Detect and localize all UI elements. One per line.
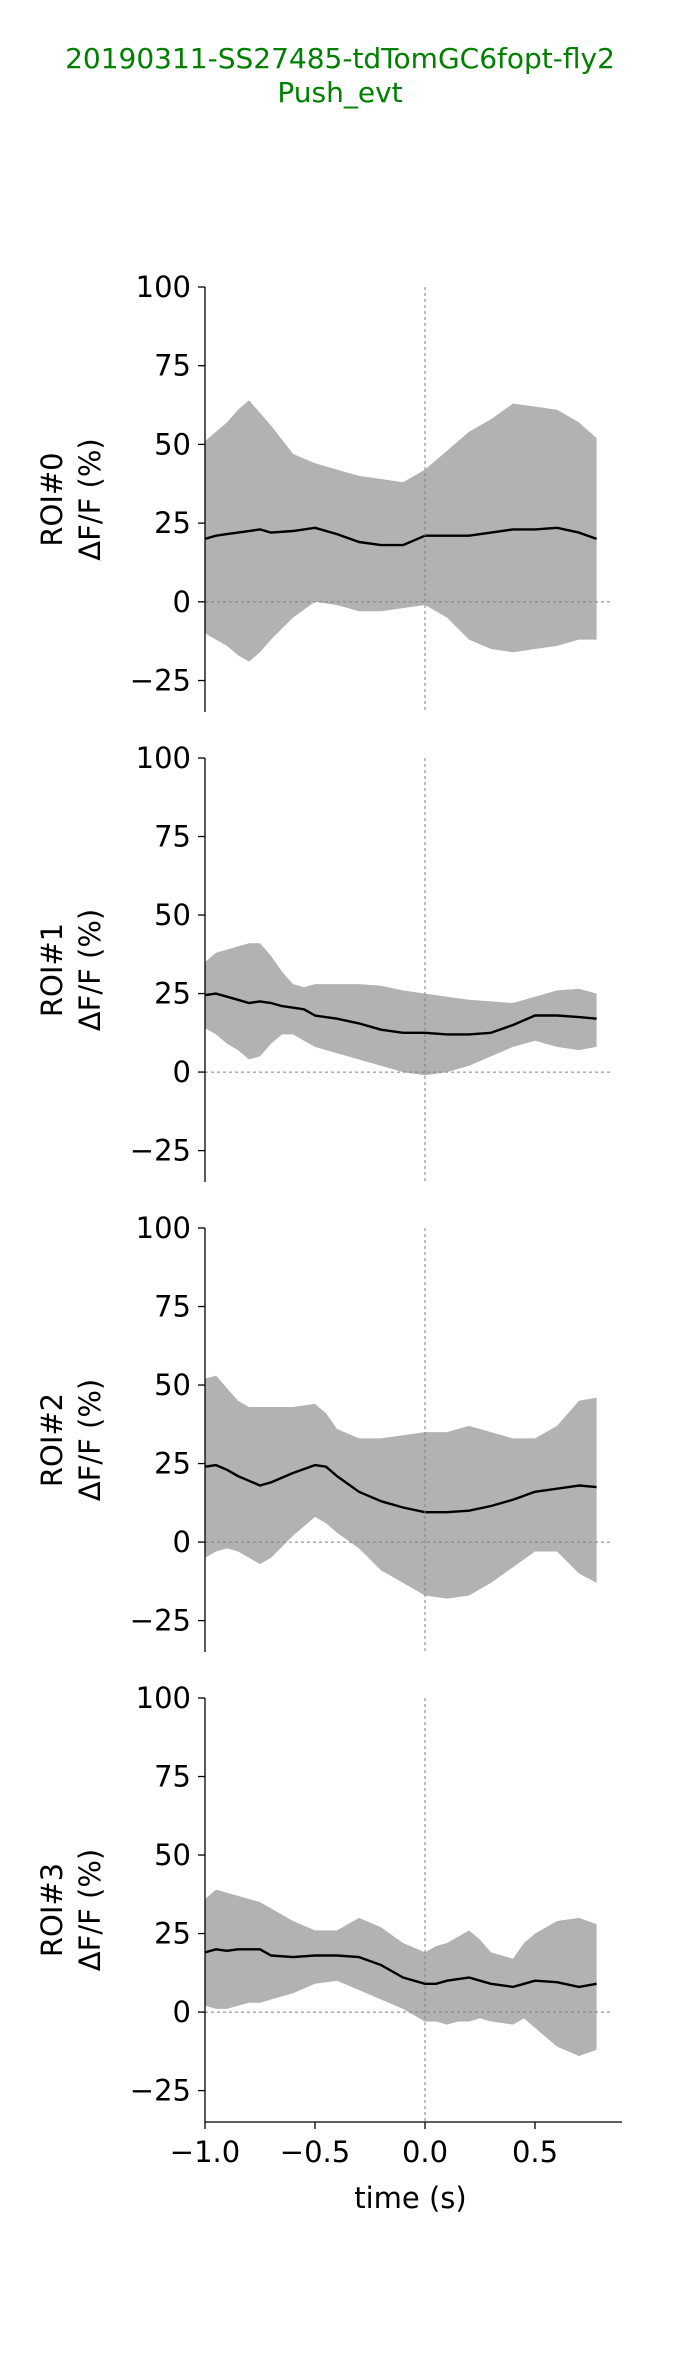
- y-axis-label-line: ΔF/F (%): [73, 909, 107, 1031]
- y-tick-label: −25: [130, 664, 191, 698]
- mean-trace: [204, 992, 597, 1036]
- y-axis-label-line: ROI#3: [35, 1863, 69, 1957]
- y-tick-label: 50: [154, 1368, 191, 1402]
- roi-panel-1: −25 0 25 50 75 100 ROI#1 ΔF/F (%): [35, 741, 612, 1182]
- y-tick-label: 75: [154, 820, 191, 854]
- y-axis-label-line: ROI#2: [35, 1393, 69, 1487]
- y-tick-label: 0: [173, 1525, 191, 1559]
- y-tick-label: −25: [130, 1134, 191, 1168]
- y-axis-label-line: ΔF/F (%): [73, 1849, 107, 1971]
- y-tick-label: 75: [154, 349, 191, 383]
- x-axis-label: time (s): [354, 2181, 466, 2215]
- sem-band: [205, 943, 597, 1076]
- y-tick-label: −25: [130, 2074, 191, 2108]
- y-axis-label: ROI#1 ΔF/F (%): [35, 909, 107, 1031]
- y-tick-label: 75: [154, 1290, 191, 1324]
- x-tick-label: 0.0: [402, 2135, 448, 2169]
- y-tick-label: 25: [154, 1917, 191, 1951]
- y-tick-label: 50: [154, 427, 191, 461]
- y-axis-label-line: ΔF/F (%): [73, 1379, 107, 1501]
- sem-band: [205, 400, 597, 662]
- y-tick-label: 25: [154, 506, 191, 540]
- figure-title: 20190311-SS27485-tdTomGC6fopt-fly2: [65, 42, 615, 75]
- y-tick-label: 25: [154, 1447, 191, 1481]
- y-axis-label-line: ROI#0: [35, 452, 69, 546]
- y-tick-label: 100: [136, 1681, 191, 1715]
- y-tick-label: 50: [154, 1838, 191, 1872]
- x-tick-label: −0.5: [280, 2135, 350, 2169]
- y-tick-label: 75: [154, 1760, 191, 1794]
- y-tick-label: 100: [136, 1211, 191, 1245]
- y-tick-label: 25: [154, 977, 191, 1011]
- y-axis-label: ROI#3 ΔF/F (%): [35, 1849, 107, 1971]
- x-tick-label: 0.5: [512, 2135, 558, 2169]
- mean-trace: [204, 1948, 597, 1989]
- roi-panel-2: −25 0 25 50 75 100 ROI#2 ΔF/F (%): [35, 1211, 612, 1652]
- y-axis-label-line: ROI#1: [35, 923, 69, 1017]
- y-tick-label: 100: [136, 741, 191, 775]
- roi-panel-3: −25 0 25 50 75 100 ROI#3 ΔF/F (%) −1.0 −0.5 0.0 0.5…: [35, 1681, 622, 2215]
- x-tick-label: −1.0: [170, 2135, 240, 2169]
- y-tick-label: 50: [154, 898, 191, 932]
- y-tick-label: 0: [173, 1055, 191, 1089]
- y-tick-label: 0: [173, 1995, 191, 2029]
- y-axis-label-line: ΔF/F (%): [73, 438, 107, 560]
- y-tick-label: 0: [173, 585, 191, 619]
- mean-trace: [204, 526, 598, 547]
- y-tick-label: −25: [130, 1604, 191, 1638]
- mean-trace: [204, 1463, 597, 1514]
- y-tick-label: 100: [136, 270, 191, 304]
- sem-band: [205, 1375, 597, 1599]
- figure-subtitle: Push_evt: [277, 76, 403, 109]
- roi-panel-0: −25 0 25 50 75 100 ROI#0 ΔF/F (%): [35, 270, 612, 712]
- y-axis-label: ROI#2 ΔF/F (%): [35, 1379, 107, 1501]
- sem-band: [205, 1889, 597, 2056]
- y-axis-label: ROI#0 ΔF/F (%): [35, 438, 107, 560]
